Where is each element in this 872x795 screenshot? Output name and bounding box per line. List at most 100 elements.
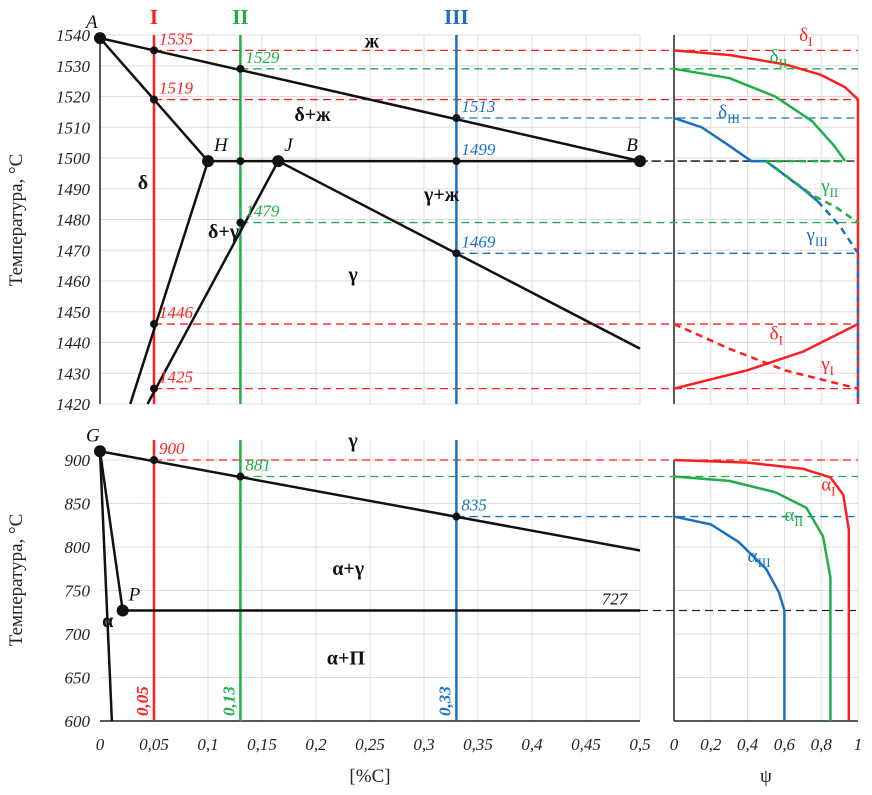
curve-label-symbol: δ	[718, 102, 727, 123]
y-tick-label: 1420	[56, 395, 91, 414]
key-point	[634, 155, 646, 168]
phase-region-label: δ+ж	[294, 104, 331, 126]
curve-label-subscript: II	[779, 56, 788, 71]
curve-label: αI	[821, 474, 835, 498]
x-tick-label: 0,4	[521, 735, 543, 754]
temperature-label: 1499	[461, 140, 496, 159]
curve-label-symbol: α	[784, 505, 794, 526]
curve-label-symbol: δ	[770, 323, 779, 344]
fraction-curve	[673, 458, 851, 721]
key-point	[94, 32, 106, 45]
x-tick-label: 0,15	[247, 735, 277, 754]
y-tick-label: 1440	[56, 334, 91, 353]
alloy-label: II	[232, 5, 248, 29]
temperature-label: 1469	[461, 232, 496, 251]
x-tick-label: 0,35	[463, 735, 493, 754]
curve-label-subscript: I	[808, 34, 812, 49]
x-tick-label: 0,3	[413, 735, 434, 754]
temperature-label: 1535	[159, 29, 193, 48]
intersection-point	[150, 95, 158, 104]
x-axis-title: ψ	[760, 766, 772, 787]
temperature-label: 1479	[245, 202, 280, 221]
fraction-curve	[673, 475, 832, 721]
x-tick-label: 0,5	[629, 735, 650, 754]
intersection-point	[236, 472, 245, 481]
curve-label-symbol: γ	[805, 225, 814, 246]
phase-region-label: δ	[138, 172, 148, 194]
curve-label: δII	[770, 47, 788, 71]
curve-label: γIII	[805, 225, 827, 249]
temperature-label: 1529	[245, 48, 280, 67]
curve-label-subscript: I	[831, 483, 835, 498]
x-tick-label: 0,6	[774, 735, 796, 754]
y-axis-title: Температура, °C	[6, 154, 27, 287]
x-tick-label: 0,2	[305, 735, 327, 754]
temperature-label: 1425	[159, 368, 193, 387]
intersection-point	[236, 64, 245, 73]
phase-region-label: α+γ	[332, 558, 365, 580]
key-point	[116, 604, 129, 617]
curve-label-symbol: δ	[799, 25, 808, 46]
intersection-point	[150, 456, 158, 464]
temperature-label: 900	[159, 439, 185, 458]
intersection-point	[236, 157, 245, 166]
alloy-carbon-label: 0,33	[435, 686, 454, 716]
intersection-point	[452, 157, 461, 166]
phase-region-label: ж	[365, 30, 380, 52]
curve-label: δI	[799, 25, 812, 49]
curve-label-subscript: I	[830, 363, 834, 378]
curve-label-symbol: α	[821, 474, 831, 495]
fraction-curve	[673, 322, 859, 390]
curve-label-subscript: III	[727, 111, 740, 126]
y-tick-label: 1450	[56, 303, 91, 322]
x-tick-label: 1	[854, 735, 863, 754]
key-point-label: G	[86, 425, 100, 446]
intersection-point	[150, 384, 158, 393]
y-tick-label: 700	[65, 625, 91, 644]
key-point	[202, 155, 214, 168]
temperature-label: 727	[602, 590, 629, 609]
curve-label-symbol: γ	[820, 176, 829, 197]
phase-boundary-line	[129, 160, 210, 405]
alloy-carbon-label: 0,05	[133, 686, 152, 716]
y-tick-label: 850	[65, 495, 91, 514]
x-tick-label: 0,45	[571, 735, 601, 754]
y-tick-label: 650	[65, 669, 91, 688]
key-point-label: H	[213, 135, 229, 156]
phase-boundary-line	[98, 451, 114, 722]
curve-label-symbol: α	[748, 546, 758, 567]
fraction-curve	[673, 322, 859, 390]
curve-label: δIII	[718, 102, 740, 126]
temperature-label: 1519	[159, 79, 194, 98]
phase-region-label: γ	[347, 430, 358, 452]
fraction-curve	[765, 160, 859, 224]
intersection-point	[452, 249, 461, 258]
x-tick-label: 0,05	[139, 735, 169, 754]
fraction-curve	[816, 200, 860, 404]
y-tick-label: 1470	[56, 241, 91, 260]
key-point	[272, 155, 285, 168]
key-point-label: J	[284, 135, 294, 156]
curve-label-symbol: γ	[820, 354, 829, 375]
phase-region-label: δ+γ	[208, 221, 240, 243]
temperature-label: 881	[245, 456, 271, 475]
temperature-label: 835	[461, 496, 487, 515]
curve-label: γII	[820, 176, 838, 200]
y-tick-label: 750	[65, 582, 91, 601]
x-tick-label: 0,25	[355, 735, 385, 754]
fraction-curve	[673, 116, 819, 203]
fraction-curve	[673, 515, 786, 721]
curve-label: αIII	[748, 546, 771, 570]
intersection-point	[452, 114, 461, 123]
curve-label-subscript: I	[779, 332, 783, 347]
phase-region-label: α+П	[327, 647, 366, 669]
alloy-label: III	[444, 5, 469, 29]
x-tick-label: 0,2	[700, 735, 722, 754]
intersection-point	[452, 512, 461, 521]
phase-region-label: γ+ж	[423, 184, 460, 206]
curve-label: γI	[820, 354, 834, 378]
y-tick-label: 1540	[56, 26, 91, 45]
curve-label-subscript: III	[815, 234, 828, 249]
x-tick-label: 0,4	[737, 735, 759, 754]
